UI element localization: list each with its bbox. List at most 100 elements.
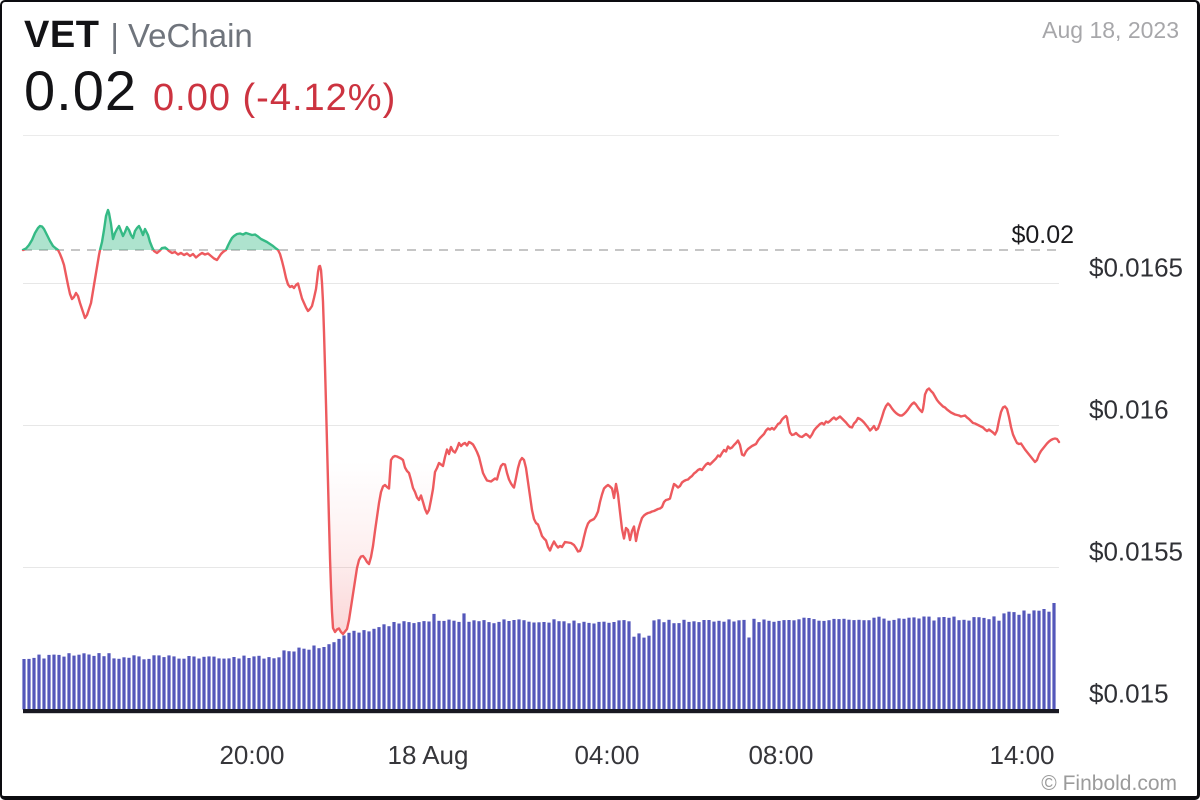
volume-bar [492, 623, 496, 710]
volume-bar [442, 620, 446, 710]
volume-bar [502, 619, 506, 710]
volume-bar [672, 623, 676, 710]
volume-bar [612, 622, 616, 710]
volume-bar [472, 620, 476, 710]
ticker-symbol: VET [24, 14, 100, 56]
volume-bar [187, 656, 191, 710]
volume-bar [597, 621, 601, 710]
volume-bar [787, 620, 791, 710]
volume-bar [152, 655, 156, 710]
volume-bar [567, 623, 571, 710]
volume-bar [307, 649, 311, 710]
volume-bar [852, 620, 856, 710]
volume-bar [867, 620, 871, 710]
coin-name: VeChain [127, 17, 253, 54]
x-axis-label: 18 Aug [388, 740, 469, 770]
volume-bar [842, 618, 846, 710]
volume-bar [447, 619, 451, 710]
volume-bar [997, 620, 1001, 710]
volume-bar [617, 620, 621, 710]
volume-bar [712, 621, 716, 710]
volume-bar [992, 616, 996, 710]
volume-bar [662, 622, 666, 710]
volume-bar [667, 619, 671, 710]
volume-bar [897, 618, 901, 710]
volume-bar [332, 642, 336, 710]
volume-bar [27, 658, 31, 710]
volume-bar [882, 618, 886, 710]
volume-bar [467, 621, 471, 710]
volume-bar [252, 656, 256, 710]
volume-bar [537, 622, 541, 710]
volume-bar [137, 656, 141, 710]
volume-bar [1022, 610, 1026, 710]
volume-bar [412, 623, 416, 710]
volume-bar [932, 620, 936, 710]
volume-bar [912, 617, 916, 710]
volume-bar [507, 621, 511, 710]
volume-bar [682, 619, 686, 710]
volume-bar [1047, 611, 1051, 710]
volume-bar [197, 658, 201, 710]
volume-bar [517, 619, 521, 710]
volume-bar [482, 620, 486, 710]
volume-bar [957, 620, 961, 710]
volume-bar [52, 654, 56, 710]
volume-bar [47, 654, 51, 710]
volume-bar [87, 654, 91, 710]
volume-bar [362, 630, 366, 710]
volume-bar [217, 658, 221, 710]
volume-bar [572, 620, 576, 710]
volume-bar [862, 620, 866, 710]
y-axis-label: $0.016 [1089, 395, 1169, 425]
volume-bar [587, 622, 591, 710]
volume-bar [652, 620, 656, 710]
volume-bar [972, 617, 976, 710]
price-change: 0.00 (-4.12%) [153, 77, 397, 119]
volume-bar [32, 657, 36, 710]
volume-bar [247, 658, 251, 710]
volume-bar [67, 653, 71, 710]
dip-gradient-fill [278, 250, 448, 634]
volume-bar [812, 619, 816, 710]
volume-bar [132, 655, 136, 710]
volume-bar [977, 617, 981, 710]
volume-bar [312, 645, 316, 710]
volume-bar [632, 636, 636, 710]
volume-bar [622, 620, 626, 710]
volume-bar [917, 618, 921, 710]
volume-bar [817, 620, 821, 710]
volume-bar [107, 653, 111, 710]
volume-bar [342, 635, 346, 710]
volume-bar [242, 655, 246, 710]
volume-bar [1007, 611, 1011, 710]
volume-bar [127, 657, 131, 710]
volume-bar [857, 619, 861, 710]
volume-bar [92, 655, 96, 710]
volume-bar [302, 648, 306, 710]
volume-bar [722, 621, 726, 710]
volume-bar [532, 622, 536, 710]
volume-bar [1042, 609, 1046, 710]
volume-bar [1037, 610, 1041, 710]
volume-bar [562, 621, 566, 710]
volume-bar [552, 619, 556, 710]
volume-bar [227, 658, 231, 710]
volume-bar [497, 621, 501, 710]
volume-bar [982, 617, 986, 710]
volume-bar [77, 654, 81, 710]
volume-bar [697, 622, 701, 710]
volume-bar [167, 655, 171, 710]
volume-bar [762, 619, 766, 710]
volume-bar [577, 623, 581, 710]
volume-bar [487, 622, 491, 710]
volume-bar [717, 620, 721, 710]
x-axis-label: 08:00 [748, 740, 813, 770]
volume-bar [272, 658, 276, 710]
volume-bar [822, 620, 826, 710]
volume-bar [692, 621, 696, 710]
price-line-green [21, 208, 280, 250]
volume-bar [807, 618, 811, 710]
y-axis-label: $0.0165 [1089, 253, 1183, 283]
